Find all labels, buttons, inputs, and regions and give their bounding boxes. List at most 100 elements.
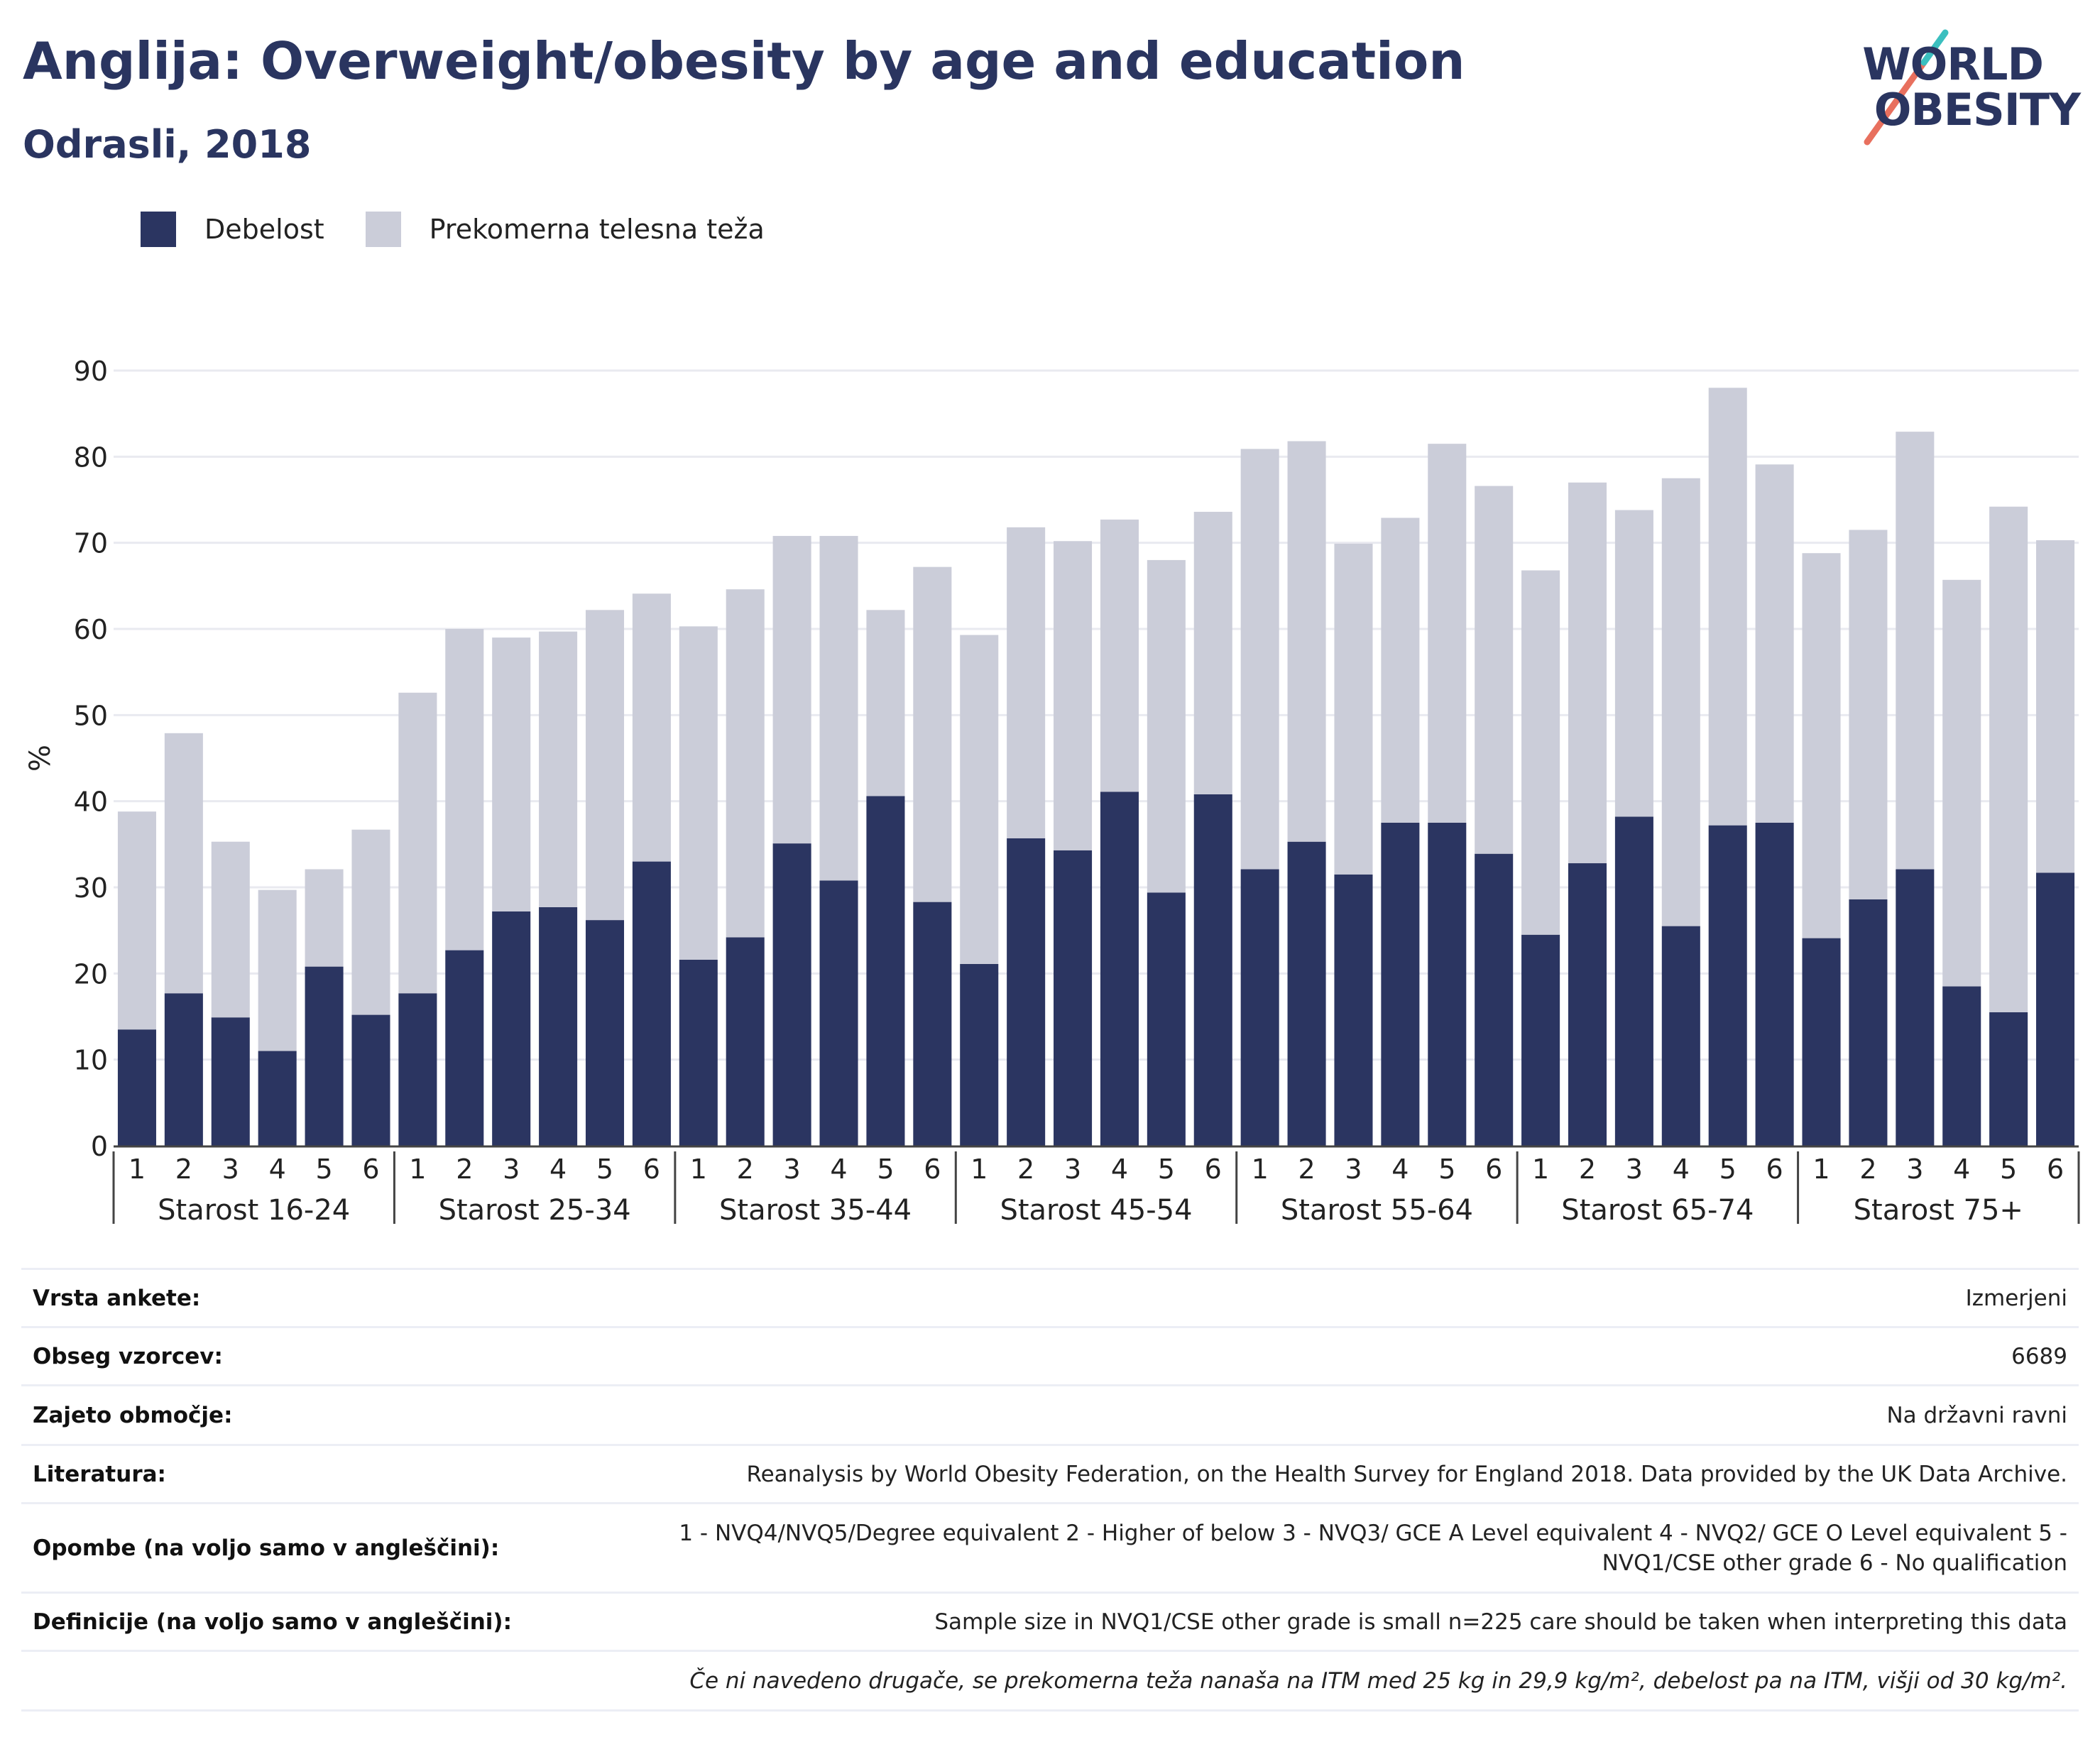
bar-overweight[interactable] bbox=[117, 811, 156, 1030]
bar-obesity[interactable] bbox=[1240, 869, 1279, 1146]
bar-overweight[interactable] bbox=[960, 635, 999, 964]
bar-obesity[interactable] bbox=[1614, 816, 1653, 1146]
bar-obesity[interactable] bbox=[164, 993, 203, 1146]
bar-overweight[interactable] bbox=[1661, 478, 1700, 926]
bar-overweight[interactable] bbox=[1802, 553, 1841, 938]
bar-obesity[interactable] bbox=[305, 966, 344, 1146]
bar-obesity[interactable] bbox=[258, 1051, 297, 1146]
bar-overweight[interactable] bbox=[679, 626, 718, 960]
bar-overweight[interactable] bbox=[1755, 464, 1794, 823]
bar-obesity[interactable] bbox=[1708, 825, 1747, 1146]
bar-overweight[interactable] bbox=[305, 869, 344, 967]
bar-obesity[interactable] bbox=[1849, 899, 1888, 1146]
x-tick-label: 5 bbox=[596, 1154, 613, 1185]
bar-overweight[interactable] bbox=[164, 733, 203, 994]
x-tick-label: 2 bbox=[737, 1154, 754, 1185]
bar-overweight[interactable] bbox=[1521, 570, 1560, 935]
x-tick-label: 2 bbox=[1579, 1154, 1596, 1185]
bar-overweight[interactable] bbox=[398, 692, 437, 994]
bar-overweight[interactable] bbox=[1334, 543, 1373, 875]
legend-item-overweight[interactable]: Prekomerna telesna teža bbox=[365, 212, 765, 247]
x-tick-label: 6 bbox=[643, 1154, 660, 1185]
bar-overweight[interactable] bbox=[1193, 511, 1232, 794]
bar-obesity[interactable] bbox=[1475, 853, 1514, 1146]
bar-obesity[interactable] bbox=[2036, 872, 2075, 1146]
bar-overweight[interactable] bbox=[1100, 519, 1139, 792]
bar-overweight[interactable] bbox=[1007, 527, 1046, 838]
bar-obesity[interactable] bbox=[866, 796, 905, 1146]
bar-obesity[interactable] bbox=[1334, 874, 1373, 1146]
bar-overweight[interactable] bbox=[445, 629, 484, 951]
bar-overweight[interactable] bbox=[2036, 540, 2075, 873]
bar-overweight[interactable] bbox=[1428, 444, 1467, 823]
legend-item-obesity[interactable]: Debelost bbox=[141, 212, 324, 247]
bar-overweight[interactable] bbox=[726, 589, 765, 938]
bar-obesity[interactable] bbox=[1568, 863, 1607, 1146]
bar-obesity[interactable] bbox=[632, 861, 671, 1146]
bar-obesity[interactable] bbox=[539, 907, 578, 1146]
x-tick-label: 5 bbox=[877, 1154, 894, 1185]
bar-overweight[interactable] bbox=[492, 637, 531, 911]
bar-overweight[interactable] bbox=[211, 841, 250, 1018]
bar-obesity[interactable] bbox=[726, 937, 765, 1146]
bar-overweight[interactable] bbox=[1381, 517, 1420, 823]
bar-overweight[interactable] bbox=[1568, 482, 1607, 864]
bar-obesity[interactable] bbox=[445, 950, 484, 1146]
bar-obesity[interactable] bbox=[492, 911, 531, 1146]
bars bbox=[117, 388, 2075, 1146]
bar-overweight[interactable] bbox=[819, 535, 858, 881]
x-tick-label: 5 bbox=[1719, 1154, 1737, 1185]
bar-overweight[interactable] bbox=[1614, 510, 1653, 817]
bar-overweight[interactable] bbox=[539, 631, 578, 907]
x-tick-label: 3 bbox=[1906, 1154, 1923, 1185]
bar-obesity[interactable] bbox=[1147, 892, 1186, 1146]
bar-overweight[interactable] bbox=[1240, 449, 1279, 870]
bar-overweight[interactable] bbox=[1054, 541, 1093, 850]
bar-overweight[interactable] bbox=[1942, 579, 1981, 987]
bar-obesity[interactable] bbox=[1287, 841, 1326, 1146]
bar-overweight[interactable] bbox=[258, 889, 297, 1051]
bar-obesity[interactable] bbox=[1942, 986, 1981, 1146]
bar-overweight[interactable] bbox=[866, 610, 905, 796]
bar-overweight[interactable] bbox=[772, 535, 811, 844]
bar-overweight[interactable] bbox=[913, 566, 952, 902]
bar-obesity[interactable] bbox=[1007, 838, 1046, 1146]
bar-overweight[interactable] bbox=[1475, 486, 1514, 854]
bar-obesity[interactable] bbox=[960, 963, 999, 1146]
bar-overweight[interactable] bbox=[351, 829, 390, 1015]
info-value: 1 - NVQ4/NVQ5/Degree equivalent 2 - High… bbox=[584, 1502, 2079, 1593]
bar-obesity[interactable] bbox=[679, 959, 718, 1146]
bar-obesity[interactable] bbox=[913, 902, 952, 1146]
bar-overweight[interactable] bbox=[1896, 432, 1935, 870]
bar-obesity[interactable] bbox=[1989, 1012, 2028, 1146]
bar-obesity[interactable] bbox=[819, 880, 858, 1146]
bar-overweight[interactable] bbox=[1287, 441, 1326, 842]
x-tick-label: 1 bbox=[690, 1154, 707, 1185]
bar-obesity[interactable] bbox=[585, 920, 625, 1146]
bar-obesity[interactable] bbox=[1100, 792, 1139, 1146]
x-group-label: Starost 45-54 bbox=[1000, 1194, 1192, 1227]
bar-obesity[interactable] bbox=[1755, 823, 1794, 1146]
bar-obesity[interactable] bbox=[211, 1017, 250, 1146]
bar-obesity[interactable] bbox=[1428, 823, 1467, 1146]
bar-overweight[interactable] bbox=[1989, 506, 2028, 1012]
bar-obesity[interactable] bbox=[1054, 850, 1093, 1146]
info-row: Definicije (na voljo samo v angleščini):… bbox=[21, 1592, 2079, 1651]
bar-overweight[interactable] bbox=[1849, 530, 1888, 899]
bar-obesity[interactable] bbox=[1521, 934, 1560, 1146]
bar-obesity[interactable] bbox=[398, 993, 437, 1146]
bar-obesity[interactable] bbox=[1381, 823, 1420, 1146]
bar-obesity[interactable] bbox=[351, 1014, 390, 1146]
bar-overweight[interactable] bbox=[1708, 388, 1747, 826]
bar-obesity[interactable] bbox=[1193, 794, 1232, 1146]
bar-overweight[interactable] bbox=[585, 610, 625, 921]
bar-obesity[interactable] bbox=[1896, 869, 1935, 1146]
bar-obesity[interactable] bbox=[1661, 926, 1700, 1146]
bar-obesity[interactable] bbox=[772, 843, 811, 1146]
bar-obesity[interactable] bbox=[117, 1029, 156, 1146]
info-label: Opombe (na voljo samo v angleščini): bbox=[21, 1502, 584, 1593]
bar-overweight[interactable] bbox=[632, 593, 671, 862]
bar-obesity[interactable] bbox=[1802, 938, 1841, 1146]
bar-overweight[interactable] bbox=[1147, 559, 1186, 893]
legend-label-obesity: Debelost bbox=[204, 214, 324, 245]
